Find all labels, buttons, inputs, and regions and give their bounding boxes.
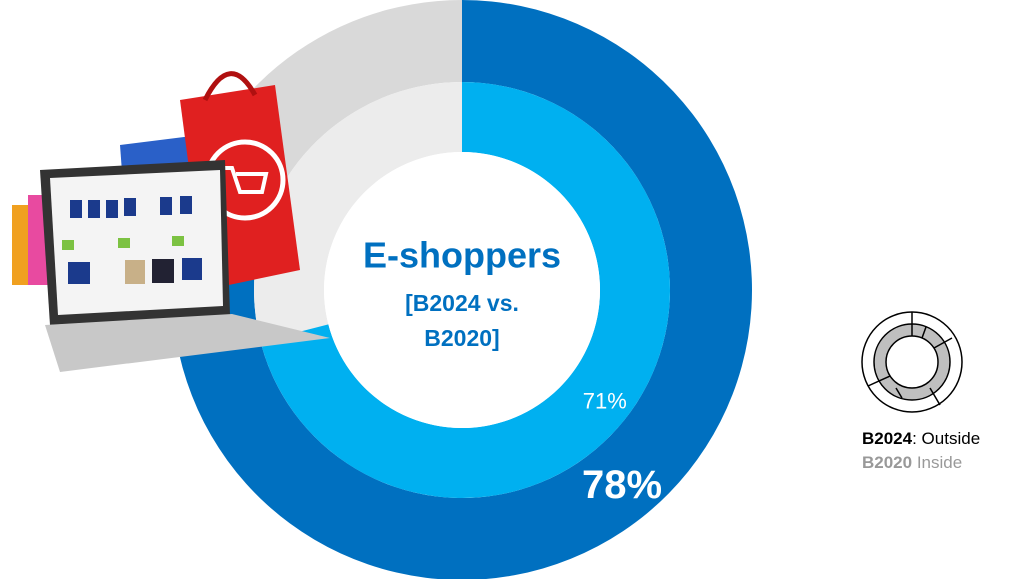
illustration — [12, 71, 330, 372]
value-label: 78% — [582, 463, 662, 507]
cart — [222, 166, 269, 194]
labels: 78% 71% — [582, 389, 662, 507]
legend-name: B2024 — [862, 429, 913, 448]
legend-entry: B2020 Inside — [862, 453, 962, 472]
subtitle-line: B2020] — [424, 325, 499, 351]
value-label: 71% — [583, 389, 627, 414]
display-items — [68, 196, 202, 284]
laptop-display — [50, 170, 223, 315]
legend-note: Inside — [912, 453, 962, 472]
bag-handle — [202, 71, 258, 102]
legend-note: : Outside — [912, 429, 980, 448]
legend-icon — [861, 311, 963, 413]
laptop-base — [45, 314, 330, 372]
legend-entry: B2024: Outside — [862, 429, 980, 448]
ring-segment — [260, 82, 670, 499]
center-hole — [324, 152, 600, 428]
legend-name: B2020 — [862, 453, 912, 472]
chart-title: E-shoppers — [363, 235, 561, 276]
remainder — [253, 82, 462, 342]
subtitle-line: [B2024 vs. — [405, 290, 519, 316]
